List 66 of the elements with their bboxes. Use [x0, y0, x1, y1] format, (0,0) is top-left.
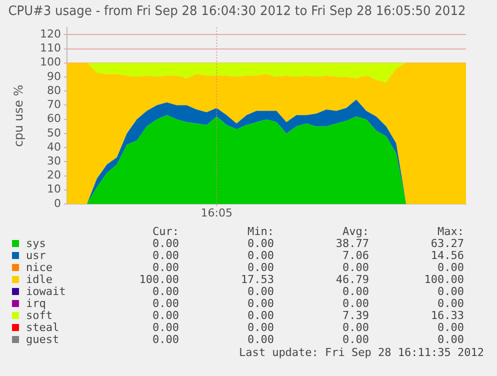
text: 7.06	[342, 249, 369, 262]
legend-label: guest	[25, 333, 60, 346]
y-tick-label: 0	[54, 196, 61, 210]
text: 16.33	[430, 309, 464, 322]
legend-label: steal	[25, 321, 60, 334]
text: 0.00	[342, 285, 369, 298]
text: 0.00	[342, 333, 369, 346]
text: 0.00	[246, 321, 274, 334]
text: Min:	[246, 225, 274, 238]
text: 0.00	[246, 309, 274, 322]
legend-label: nice	[25, 261, 54, 274]
text: 0.00	[152, 237, 179, 250]
text: 17.53	[240, 273, 274, 286]
text: 16:05	[200, 206, 232, 220]
text: 0.00	[152, 261, 179, 274]
y-tick-label: 100	[40, 56, 61, 69]
text: 0.00	[152, 309, 179, 322]
text: 0.00	[342, 261, 369, 274]
text: 0.00	[342, 297, 369, 310]
text: 0.00	[246, 249, 274, 262]
y-tick-label: 20	[47, 168, 61, 182]
text: 100.00	[138, 273, 179, 286]
text: 0.00	[436, 297, 464, 310]
y-tick-label: 80	[47, 84, 61, 97]
legend-label: iowait	[25, 285, 67, 298]
text: 7.39	[342, 309, 369, 322]
text: 0.00	[436, 261, 464, 274]
y-tick-label: 70	[47, 98, 61, 112]
text: 0.00	[246, 237, 274, 250]
y-tick-label: 60	[47, 112, 61, 126]
text: Cur:	[152, 225, 179, 238]
y-tick-label: 30	[47, 154, 61, 168]
text: Avg:	[342, 225, 369, 238]
legend-label: sys	[25, 237, 47, 250]
text: 38.77	[334, 237, 369, 250]
text: 0.00	[246, 285, 274, 298]
legend-label: usr	[25, 249, 47, 262]
text: 63.27	[430, 237, 464, 250]
text: 14.56	[430, 249, 464, 262]
y-tick-label: 40	[47, 140, 61, 154]
legend-label: idle	[25, 273, 54, 286]
chart-title: CPU#3 usage - from Fri Sep 28 16:04:30 2012 to Fri Sep 28 16:05:50 2012	[8, 2, 466, 18]
text: 0.00	[246, 261, 274, 274]
text: 100.00	[423, 273, 464, 286]
text: 46.79	[334, 273, 369, 286]
text: 0.00	[246, 333, 274, 346]
legend-label: irq	[25, 297, 47, 310]
text: 0.00	[152, 333, 179, 346]
text: 0.00	[436, 285, 464, 298]
text: 0.00	[152, 249, 179, 262]
text: 0.00	[436, 333, 464, 346]
text: 0.00	[342, 321, 369, 334]
text: 0.00	[152, 285, 179, 298]
y-axis-title: cpu use %	[11, 84, 26, 147]
y-tick-label: 10	[47, 182, 61, 196]
y-tick-label: 110	[40, 42, 61, 55]
legend-label: soft	[25, 309, 54, 322]
text: 0.00	[152, 297, 179, 310]
text: Last update: Fri Sep 28 16:11:35 2012	[238, 346, 484, 359]
y-tick-label: 50	[47, 126, 61, 140]
text: 0.00	[436, 321, 464, 334]
y-tick-label: 120	[40, 28, 61, 41]
text: 0.00	[246, 297, 274, 310]
text: 0.00	[152, 321, 179, 334]
text: Max:	[436, 225, 464, 238]
y-tick-label: 90	[47, 70, 61, 83]
